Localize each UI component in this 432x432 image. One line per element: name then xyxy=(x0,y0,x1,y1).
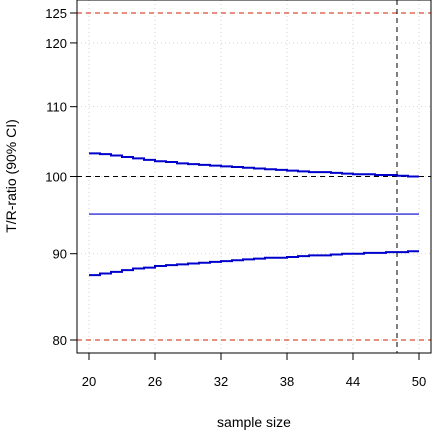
x-tick-label: 44 xyxy=(346,374,360,389)
reference-lines xyxy=(77,0,431,353)
series-upper-ci xyxy=(89,152,419,178)
x-axis: 20 26 32 38 44 50 xyxy=(82,353,426,389)
y-tick-label: 110 xyxy=(46,100,67,115)
y-axis-title: T/R-ratio (90% CI) xyxy=(3,119,19,233)
series-lower-ci xyxy=(89,250,419,277)
x-tick-label: 26 xyxy=(148,374,162,389)
y-tick-label: 80 xyxy=(53,333,67,348)
y-tick-label: 90 xyxy=(53,247,67,262)
y-tick-label: 120 xyxy=(45,36,67,51)
y-axis: 80 90 100 110 120 125 xyxy=(45,6,77,348)
x-tick-label: 32 xyxy=(214,374,228,389)
x-tick-label: 38 xyxy=(280,374,294,389)
y-tick-label: 125 xyxy=(45,6,67,21)
series xyxy=(89,152,419,277)
x-axis-title: sample size xyxy=(217,414,291,430)
x-tick-label: 20 xyxy=(82,374,96,389)
y-tick-label: 100 xyxy=(45,170,67,185)
x-tick-label: 50 xyxy=(412,374,426,389)
